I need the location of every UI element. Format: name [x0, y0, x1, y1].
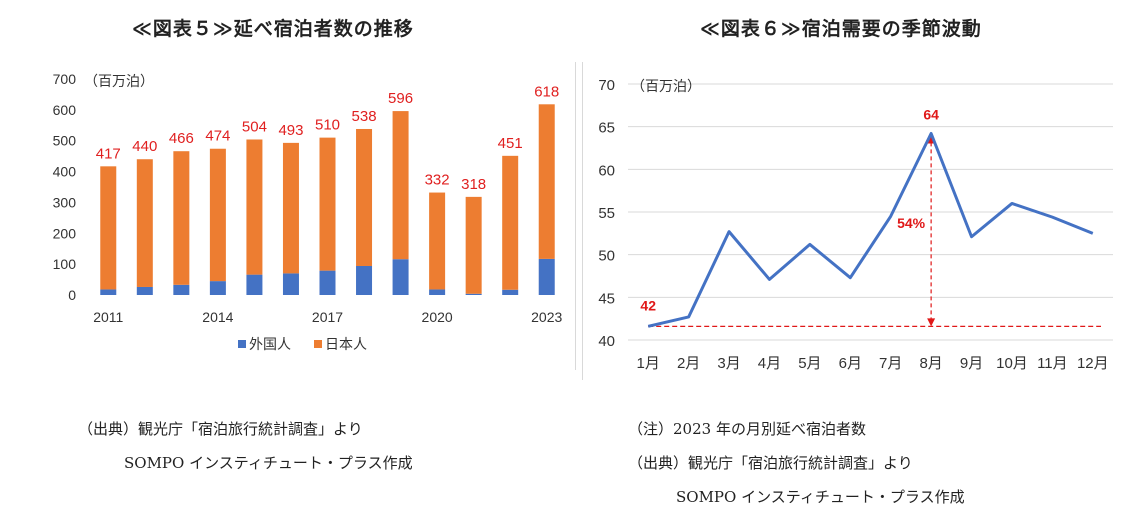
y-tick-label: 700: [53, 71, 77, 87]
x-tick-label: 1月: [637, 355, 660, 372]
chart6-panel: 40 45 50 55 60 65 70 （百万泊） 1月 2月 3月 4月 5月 6月 7月 8月 9月 1…: [582, 62, 1123, 380]
y-tick-label: 300: [53, 194, 77, 210]
bar-foreign: [246, 274, 263, 295]
bar-japanese: [502, 155, 519, 290]
increase-percent-label: 54%: [897, 215, 926, 231]
bar-total-label: 504: [242, 118, 267, 135]
x-tick-label: 4月: [758, 355, 781, 372]
bar-japanese: [356, 128, 373, 266]
x-tick-label: 2023: [531, 309, 562, 325]
bar-foreign: [100, 289, 117, 295]
chart5-legend: 外国人 日本人: [238, 336, 367, 352]
bar-total-label: 332: [425, 172, 450, 189]
chart5-source-line1: （出典）観光庁「宿泊旅行統計調査」より: [78, 420, 363, 438]
x-tick-label: 5月: [798, 355, 821, 372]
y-tick-label: 200: [53, 225, 77, 241]
monthly-stays-line: [647, 131, 1094, 328]
bar-japanese: [465, 196, 482, 294]
x-tick-label: 2011: [93, 309, 123, 325]
y-tick-label: 600: [53, 102, 77, 118]
x-tick-label: 7月: [879, 355, 902, 372]
y-tick-label: 400: [53, 164, 77, 180]
bar-japanese: [319, 137, 336, 271]
legend-label-foreign: 外国人: [249, 336, 291, 352]
bar-total-label: 618: [534, 83, 559, 100]
bar-total-label: 440: [132, 138, 157, 155]
chart6-source-line2: SOMPO インスティチュート・プラス作成: [676, 488, 965, 506]
bar-japanese: [209, 148, 226, 282]
bar-foreign: [392, 259, 409, 295]
legend-label-japanese: 日本人: [325, 336, 367, 352]
x-tick-label: 3月: [717, 355, 740, 372]
x-tick-label: 12月: [1077, 355, 1109, 372]
y-tick-label: 500: [53, 133, 77, 149]
x-tick-label: 2014: [202, 309, 233, 325]
arrow-head-down: [927, 318, 936, 327]
bar-total-label: 474: [205, 128, 230, 145]
bar-total-label: 451: [498, 135, 523, 152]
bar-japanese: [282, 142, 299, 274]
x-tick-label: 9月: [960, 355, 983, 372]
legend-swatch-foreign: [238, 340, 246, 348]
bar-total-label: 510: [315, 117, 340, 134]
chart5-source-line2: SOMPO インスティチュート・プラス作成: [124, 454, 413, 472]
x-tick-label: 11月: [1037, 355, 1068, 372]
y-tick-label: 55: [598, 205, 615, 222]
line-chart: 40 45 50 55 60 65 70 （百万泊） 1月 2月 3月 4月 5月 6月 7月 8月 9月 1…: [598, 77, 1113, 372]
bar-foreign: [465, 293, 482, 295]
chart5-panel: （百万泊） 0 100 200 300 400 500 600 700 417 2011 440 46…: [40, 62, 576, 370]
x-tick-label: 10月: [996, 355, 1028, 372]
chart5-title: ≪図表５≫延べ宿泊者数の推移: [132, 18, 414, 40]
y-tick-label: 70: [598, 77, 615, 94]
bar-japanese: [538, 104, 555, 259]
bar-foreign: [429, 289, 446, 295]
bar-japanese: [173, 151, 190, 285]
max-value-label: 64: [923, 106, 939, 122]
chart6-unit-label: （百万泊）: [631, 78, 701, 94]
bar-japanese: [392, 111, 409, 260]
chart5-unit-label: （百万泊）: [84, 73, 154, 89]
y-tick-label: 45: [598, 290, 615, 307]
bar-foreign: [173, 284, 190, 295]
bar-foreign: [209, 281, 226, 295]
y-tick-label: 60: [598, 162, 615, 179]
y-tick-label: 65: [598, 120, 615, 137]
bar-foreign: [282, 273, 299, 295]
y-tick-label: 50: [598, 248, 615, 265]
x-tick-label: 2017: [312, 309, 343, 325]
y-tick-label: 100: [53, 256, 77, 272]
min-value-label: 42: [640, 297, 656, 313]
chart6-title: ≪図表６≫宿泊需要の季節波動: [700, 18, 982, 40]
bar-foreign: [538, 258, 555, 295]
y-tick-label: 0: [68, 287, 76, 303]
bar-total-label: 493: [278, 122, 303, 139]
bar-foreign: [136, 286, 153, 295]
bar-foreign: [319, 270, 336, 295]
y-tick-label: 40: [598, 333, 615, 350]
x-tick-label: 2月: [677, 355, 700, 372]
legend-swatch-japanese: [314, 340, 322, 348]
bar-total-label: 318: [461, 176, 486, 193]
bar-total-label: 466: [169, 130, 194, 147]
chart6-note: （注）2023 年の月別延べ宿泊者数: [628, 420, 866, 438]
stacked-bar-chart: （百万泊） 0 100 200 300 400 500 600 700 417 2011 440 46…: [53, 71, 563, 352]
bar-total-label: 596: [388, 90, 413, 107]
bar-total-label: 538: [352, 108, 377, 125]
x-tick-label: 2020: [422, 309, 453, 325]
bar-japanese: [246, 139, 263, 275]
x-tick-label: 8月: [919, 355, 942, 372]
bar-japanese: [100, 166, 117, 290]
bar-foreign: [502, 289, 519, 295]
x-tick-label: 6月: [839, 355, 862, 372]
chart6-source-line1: （出典）観光庁「宿泊旅行統計調査」より: [628, 454, 913, 472]
bar-total-label: 417: [96, 145, 121, 162]
bar-foreign: [356, 265, 373, 295]
bar-japanese: [136, 159, 153, 287]
bar-japanese: [429, 192, 446, 290]
